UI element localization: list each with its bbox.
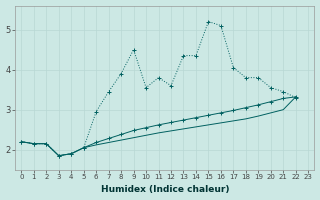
X-axis label: Humidex (Indice chaleur): Humidex (Indice chaleur): [100, 185, 229, 194]
